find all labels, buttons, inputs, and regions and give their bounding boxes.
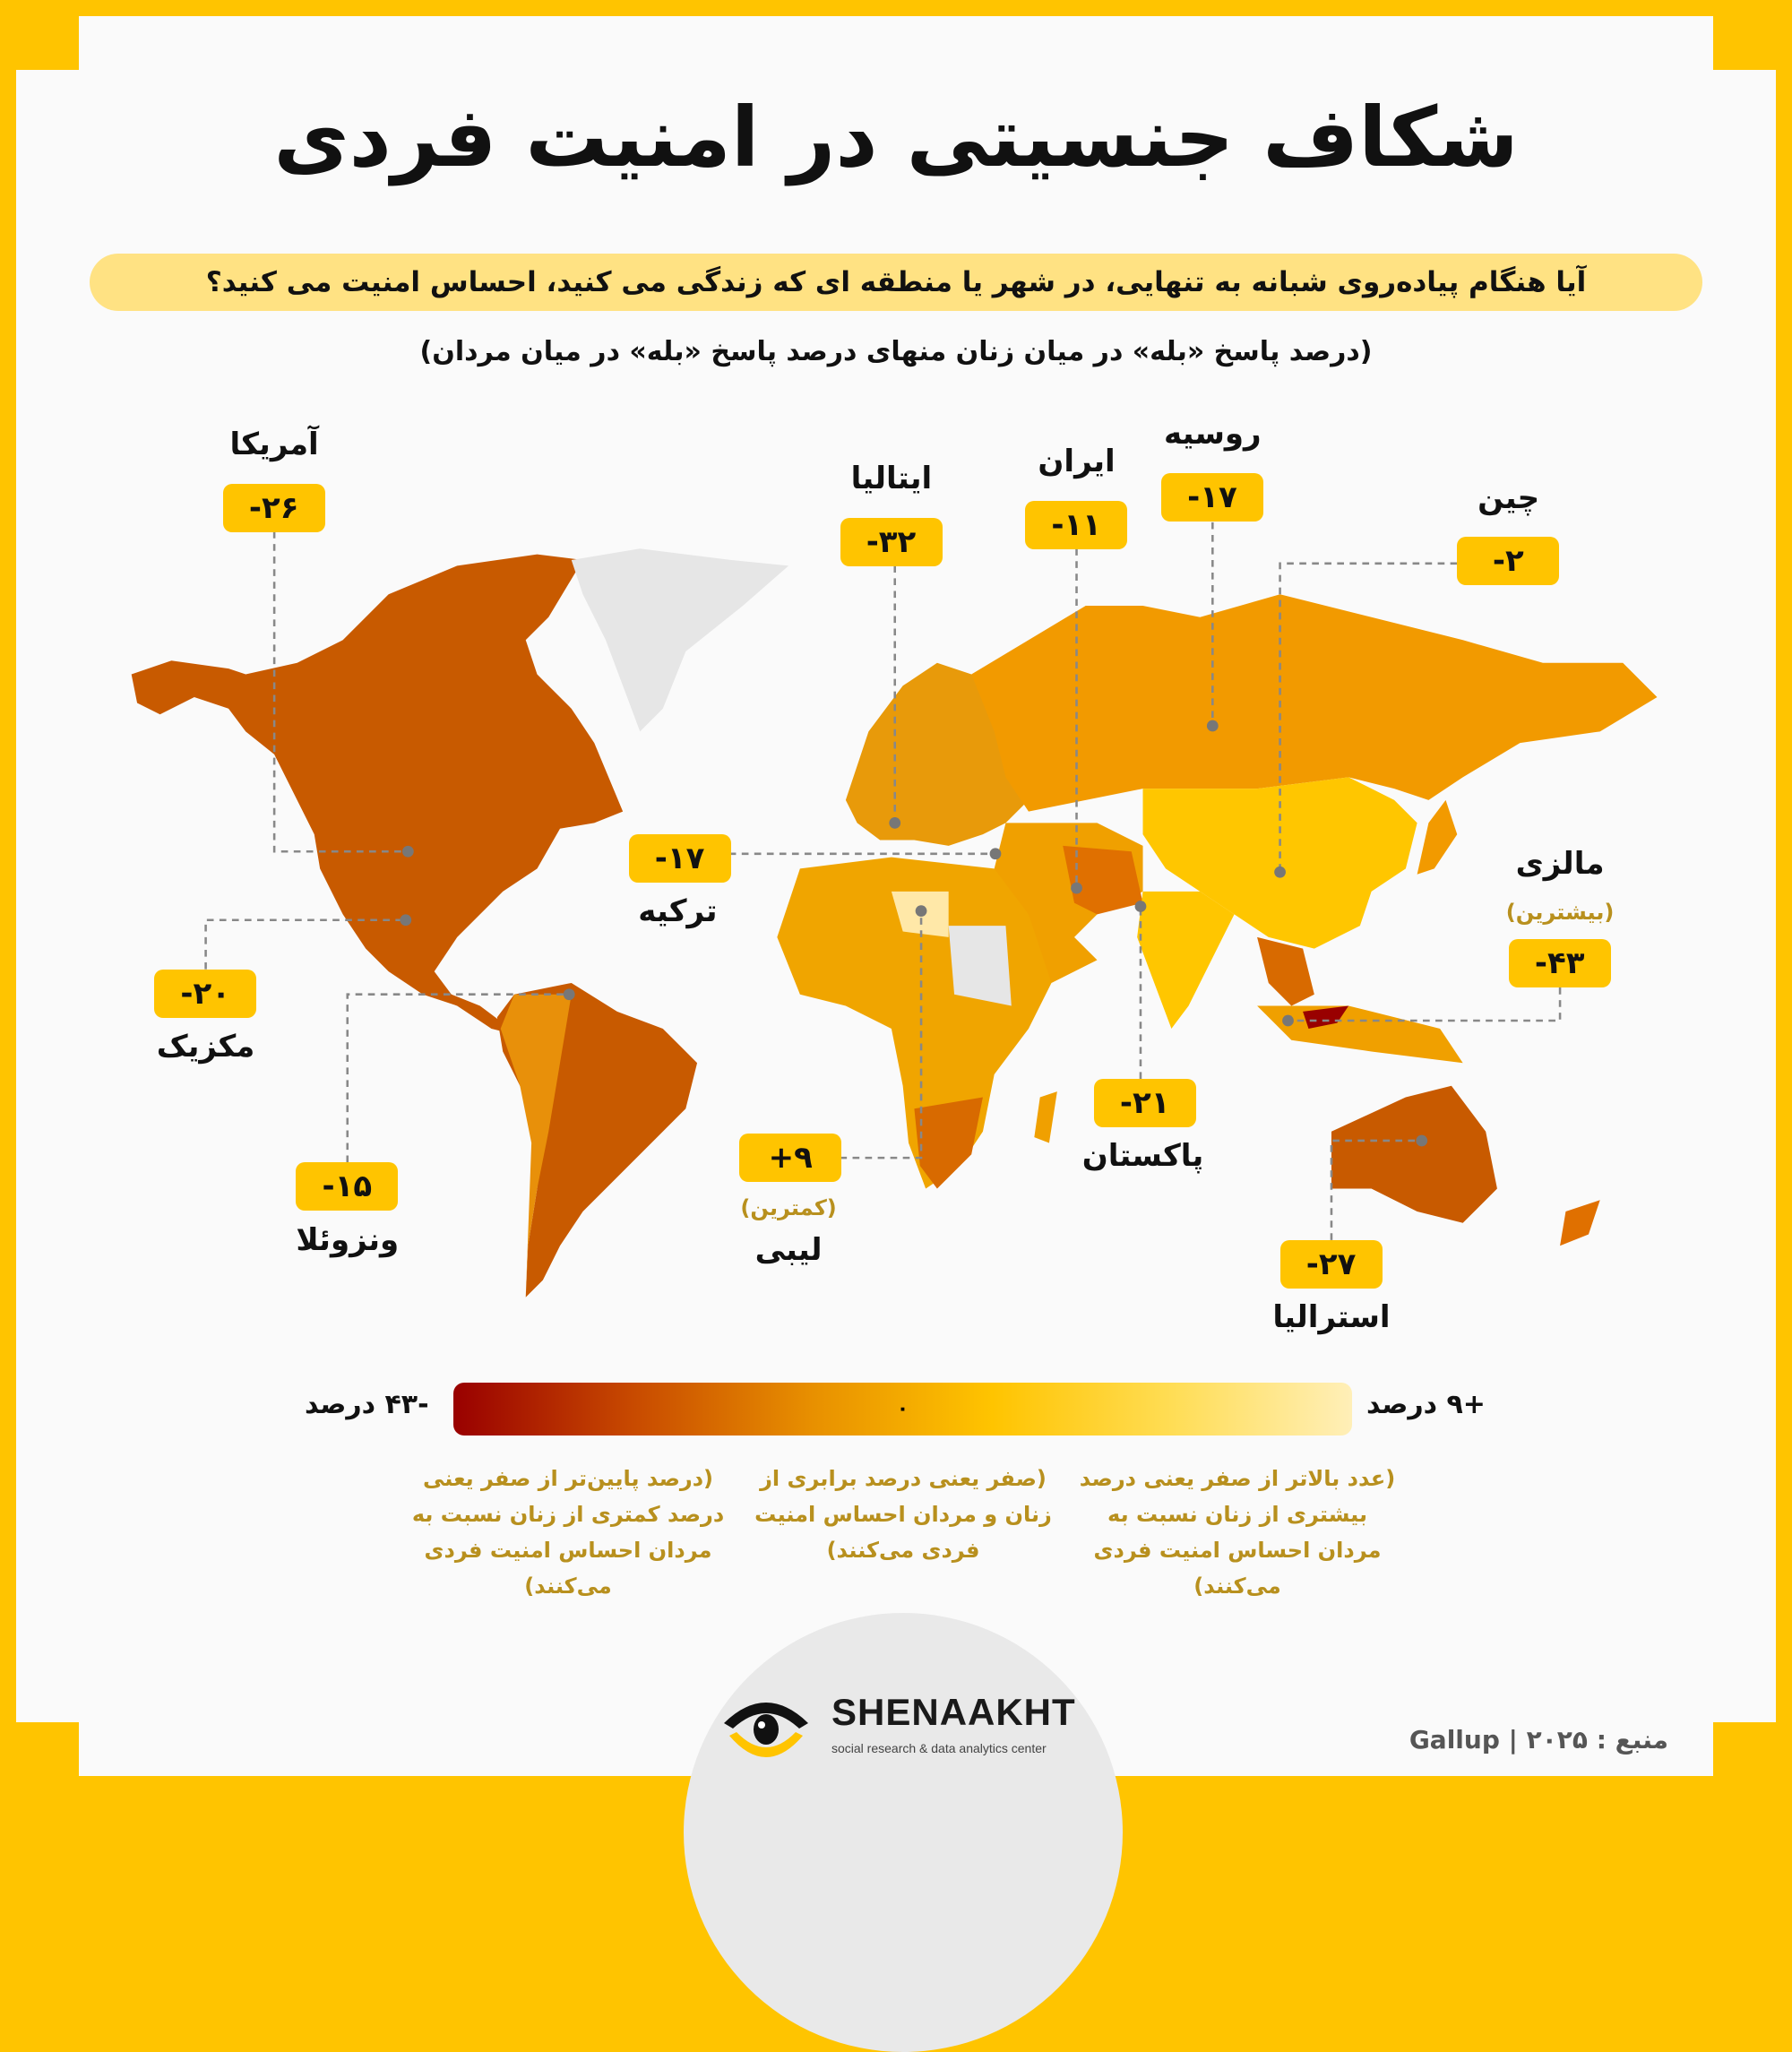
- value-badge: -۲۱: [1093, 1079, 1196, 1128]
- country-label: لیبی: [754, 1232, 823, 1268]
- shenaakht-eye-logo-icon: [724, 1703, 808, 1757]
- country-dot: [989, 848, 1002, 860]
- legend-note-positive: (عدد بالاتر از صفر یعنی درصد بیشتری از ز…: [1079, 1466, 1396, 1599]
- country-dot: [400, 914, 412, 927]
- brand-name: SHENAAKHT: [831, 1691, 1076, 1733]
- country-label: مالزی: [1515, 845, 1605, 882]
- country-label: ونزوئلا: [296, 1221, 400, 1258]
- extreme-note: (کمترین): [740, 1195, 837, 1221]
- legend-note-negative: (درصد پایین‌تر از صفر یعنی درصد کمتری از…: [411, 1466, 725, 1599]
- value-badge: -۲۰: [154, 969, 257, 1018]
- country-label: پاکستان: [1081, 1138, 1204, 1175]
- leader-line: [840, 910, 923, 1160]
- legend-min-label: -۴۳ درصد: [305, 1389, 429, 1420]
- region-australia: [1331, 1085, 1497, 1223]
- extreme-note: (بیشترین): [1505, 899, 1615, 925]
- country-label: مکزیک: [156, 1028, 255, 1065]
- region-greenland: [571, 548, 789, 732]
- country-dot: [1206, 720, 1219, 732]
- value-badge: +۹: [739, 1134, 842, 1183]
- country-dot: [1134, 901, 1147, 912]
- country-label: آمریکا: [229, 426, 319, 462]
- corner-decoration: [1713, 1722, 1776, 1776]
- region-iran: [1063, 845, 1143, 915]
- country-dot: [1282, 1014, 1294, 1027]
- country-label: روسیه: [1163, 416, 1262, 453]
- country-label: استرالیا: [1272, 1299, 1391, 1336]
- page-title: شکاف جنسیتی در امنیت فردی: [273, 90, 1519, 185]
- value-badge: -۳۲: [840, 517, 943, 566]
- corner-decoration: [16, 16, 79, 70]
- subtitle: (درصد پاسخ «بله» در میان زنان منهای درصد…: [419, 336, 1373, 367]
- corner-decoration: [1713, 16, 1776, 70]
- survey-question: آیا هنگام پیاده‌روی شبانه به تنهایی، در …: [90, 254, 1702, 311]
- value-badge: -۱۷: [628, 834, 731, 884]
- region-malaysia: [1303, 1005, 1349, 1029]
- region-madagascar: [1034, 1091, 1057, 1143]
- region-no-data: [948, 926, 1012, 1006]
- region-japan: [1417, 799, 1458, 875]
- country-dot: [915, 905, 927, 917]
- world-map: [131, 522, 1658, 1298]
- leader-line: [272, 531, 409, 853]
- leader-line: [1279, 562, 1458, 873]
- corner-decoration: [16, 1722, 79, 1776]
- region-china: [1142, 777, 1417, 949]
- country-label: چین: [1478, 479, 1540, 516]
- country-dot: [1274, 866, 1286, 878]
- country-label: ایتالیا: [850, 461, 933, 497]
- region-southeast-asia: [1257, 936, 1314, 1006]
- brand-tagline: social research & data analytics center: [831, 1741, 1047, 1755]
- source-credit: منبع : ۲۰۲۵ | Gallup: [1409, 1725, 1668, 1755]
- region-north-america: [131, 554, 624, 1035]
- value-badge: -۱۱: [1025, 500, 1128, 549]
- value-badge: -۱۷: [1160, 473, 1263, 522]
- country-dot: [401, 845, 414, 858]
- country-label: ایران: [1038, 443, 1116, 479]
- value-badge: -۱۵: [296, 1162, 399, 1211]
- region-europe: [845, 662, 1029, 846]
- value-badge: -۲۶: [222, 483, 325, 532]
- leader-line: [1288, 987, 1562, 1022]
- country-dot: [1071, 882, 1082, 894]
- legend-zero-label: ۰: [896, 1398, 909, 1420]
- country-dot: [889, 816, 901, 829]
- legend-max-label: +۹ درصد: [1366, 1389, 1486, 1420]
- region-india: [1137, 891, 1235, 1029]
- legend-note-zero: (صفر یعنی درصد برابری از زنان و مردان اح…: [754, 1466, 1052, 1563]
- country-dot: [1416, 1134, 1428, 1147]
- region-southern-africa: [914, 1097, 983, 1189]
- value-badge: -۴۳: [1508, 939, 1611, 988]
- leader-line: [346, 993, 570, 1163]
- region-indonesia: [1257, 1005, 1463, 1064]
- color-scale-bar: ۰: [453, 1383, 1352, 1436]
- value-badge: -۲: [1457, 537, 1560, 586]
- region-russia: [971, 594, 1658, 812]
- country-dot: [563, 988, 575, 1001]
- country-label: ترکیه: [638, 893, 718, 930]
- leader-line: [204, 918, 406, 970]
- region-new-zealand: [1560, 1200, 1600, 1246]
- region-andes: [500, 994, 572, 1298]
- value-badge: -۲۷: [1279, 1239, 1383, 1289]
